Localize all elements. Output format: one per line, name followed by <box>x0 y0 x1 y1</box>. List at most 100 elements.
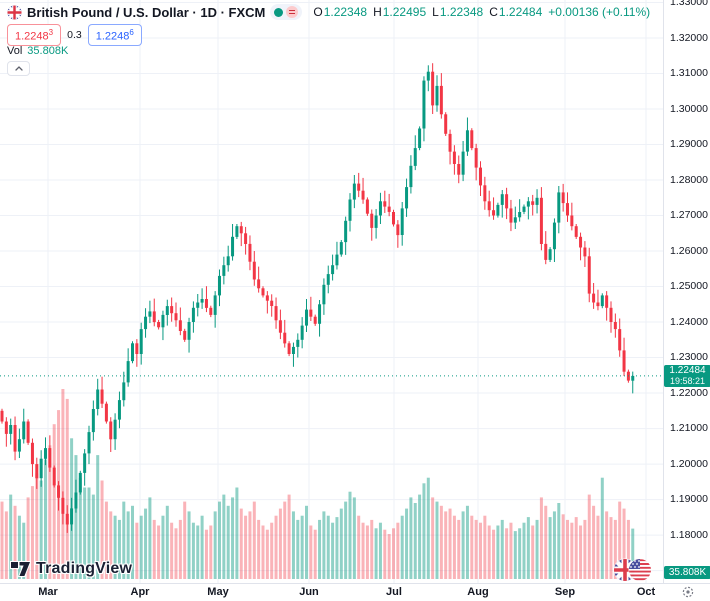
ask-price: 1.2248 <box>95 30 130 43</box>
volume-bar <box>365 525 369 579</box>
price-tick-label: 1.31000 <box>670 67 708 79</box>
candle-body <box>178 320 182 331</box>
month-tick-label: Mar <box>38 586 58 598</box>
volume-bar <box>426 477 430 579</box>
volume-bar <box>200 515 204 579</box>
buy-ask-button[interactable]: 1.22486 <box>87 24 142 46</box>
volume-bar <box>287 494 291 579</box>
legend-collapse-button[interactable] <box>7 61 30 76</box>
volume-bar <box>305 505 308 579</box>
open-value: 1.22348 <box>323 5 368 19</box>
volume-bar <box>96 455 100 579</box>
high-label: H <box>373 5 382 19</box>
volume-bar <box>35 473 39 579</box>
volume-bar <box>574 517 578 579</box>
volume-bar <box>174 528 178 579</box>
volume-bar <box>117 519 121 579</box>
candle-body <box>544 243 548 260</box>
candle-body <box>439 85 443 115</box>
candle-body <box>131 343 134 362</box>
volume-bar <box>52 424 56 579</box>
volume-bar <box>348 491 352 579</box>
volume-bar <box>439 505 443 579</box>
bar-countdown: 19:58:21 <box>669 376 706 386</box>
volume-bar <box>457 519 461 579</box>
candle-body <box>291 346 295 354</box>
symbol-title[interactable]: British Pound / U.S. Dollar · 1D · FXCM <box>27 4 266 20</box>
candlestick-chart-canvas[interactable] <box>0 0 663 583</box>
volume-bar <box>91 494 95 579</box>
volume-bar <box>226 505 230 579</box>
volume-bar <box>396 522 400 579</box>
volume-bar <box>483 515 487 579</box>
volume-bar <box>187 511 191 579</box>
volume-bar <box>605 511 609 579</box>
price-tick-label: 1.28000 <box>670 173 708 186</box>
candle-body <box>583 247 587 257</box>
candle-body <box>622 350 626 372</box>
volume-bar <box>392 528 395 579</box>
candle-body <box>135 343 139 354</box>
volume-bar <box>148 497 152 579</box>
volume-bar <box>548 517 552 579</box>
candle-body <box>148 311 152 317</box>
volume-bar <box>474 519 478 579</box>
candle-body <box>70 508 74 525</box>
volume-bar <box>531 525 535 579</box>
candle-body <box>487 201 491 211</box>
volume-bar <box>570 522 574 579</box>
sell-bid-button[interactable]: 1.22483 <box>7 24 62 46</box>
volume-bar <box>405 508 409 579</box>
volume-bar <box>622 508 626 579</box>
volume-bar <box>313 529 317 579</box>
candle-body <box>126 361 130 383</box>
volume-bar <box>513 531 517 579</box>
candle-body <box>248 243 252 262</box>
volume-bar <box>252 501 256 579</box>
candle-body <box>426 71 430 81</box>
candle-body <box>374 215 378 228</box>
volume-bar <box>583 519 587 579</box>
candle-body <box>257 279 261 289</box>
volume-bar <box>39 480 43 579</box>
volume-bar <box>335 517 339 579</box>
candle-body <box>570 215 574 227</box>
volume-bar <box>448 508 452 579</box>
candle-body <box>274 306 278 321</box>
candle-body <box>470 130 474 149</box>
candle-body <box>261 288 265 296</box>
candle-body <box>474 148 478 168</box>
candle-body <box>461 151 465 175</box>
volume-bar <box>409 497 413 579</box>
price-axis[interactable]: 1.170001.180001.190001.200001.210001.220… <box>663 0 710 583</box>
candle-body <box>244 233 248 244</box>
candle-body <box>165 306 169 315</box>
volume-bar <box>26 497 30 579</box>
axis-settings-gear-icon[interactable] <box>681 585 695 599</box>
candle-body <box>348 199 352 221</box>
candle-body <box>161 314 165 328</box>
candle-body <box>187 322 191 340</box>
volume-bar <box>522 522 526 579</box>
candle-body <box>35 464 39 479</box>
volume-bar <box>296 519 300 579</box>
candle-body <box>509 208 513 223</box>
candle-body <box>539 197 543 244</box>
last-price-badge: 1.22484 19:58:21 <box>664 365 710 387</box>
volume-bar <box>539 497 543 579</box>
volume-bar <box>139 515 143 579</box>
candle-body <box>479 167 482 186</box>
candle-body <box>200 299 204 303</box>
tradingview-logo[interactable]: TradingView <box>10 560 132 578</box>
volume-bar <box>48 445 52 579</box>
month-tick-label: Aug <box>467 586 489 598</box>
candle-body <box>152 311 156 323</box>
candle-body <box>600 295 604 307</box>
candle-body <box>331 265 335 275</box>
volume-bar <box>344 501 348 579</box>
series-style-toggle[interactable] <box>270 4 303 20</box>
close-value: 1.22484 <box>498 5 543 19</box>
volume-bar <box>496 525 500 579</box>
time-axis[interactable]: Mar Apr May Jun Jul Aug Sep Oct <box>0 583 710 601</box>
month-tick-label: Sep <box>554 586 576 598</box>
